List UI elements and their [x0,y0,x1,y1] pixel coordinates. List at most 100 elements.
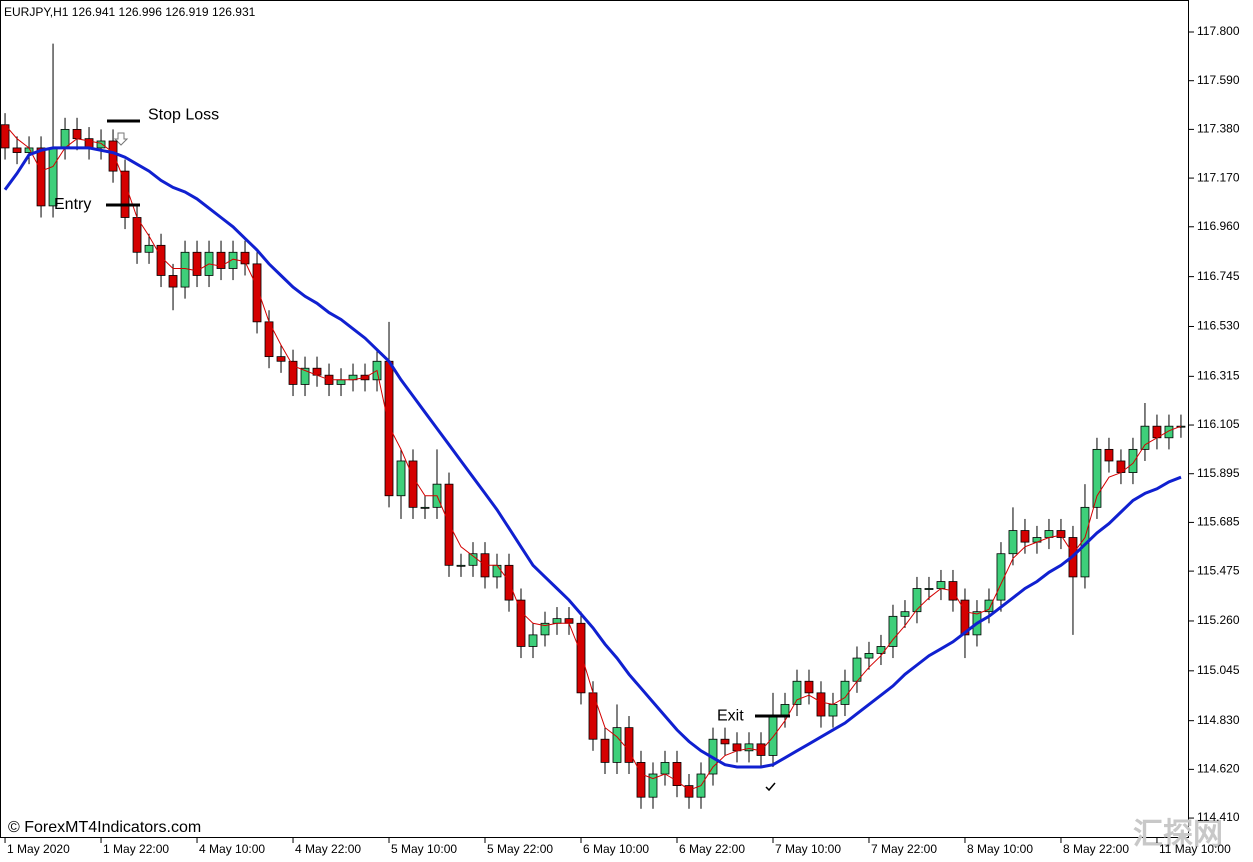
candle-body [396,460,406,497]
watermark: 汇探网 [1133,818,1223,851]
candle-body [564,618,574,624]
candle-body [336,379,346,385]
x-tick-label: 1 May 22:00 [103,842,169,856]
x-tick-label: 7 May 22:00 [871,842,937,856]
candle-body [192,251,202,276]
candle-body [156,244,166,276]
candle-body [1140,425,1150,450]
y-tick-label: 115.045 [1197,663,1240,677]
candle-body [720,738,730,745]
y-tick-label: 115.475 [1197,563,1240,577]
candle-body [1128,448,1138,473]
x-tick-label: 8 May 22:00 [1063,842,1129,856]
y-tick-label: 115.685 [1197,515,1240,529]
candle-body [840,680,850,705]
y-tick-label: 116.105 [1197,417,1240,431]
candle-body [996,553,1006,601]
candle-body [444,483,454,566]
y-tick-label: 116.745 [1197,269,1240,283]
candle-body [516,599,526,647]
candle-body [252,263,262,323]
candle-body [408,460,418,508]
candle-body [888,615,898,647]
candle-body [756,743,766,756]
moving-average [4,124,1182,791]
y-tick-label: 115.895 [1197,466,1240,480]
candle-body [36,147,46,207]
candle-body [456,564,466,567]
candle-body [12,147,22,153]
candle-body [552,618,562,624]
y-tick-label: 115.260 [1197,613,1240,627]
candle-body [780,704,790,717]
annotation-label: Entry [54,196,91,213]
candle-body [1044,530,1054,538]
candle-body [492,564,502,578]
candle-body [600,738,610,763]
candle-body [1164,425,1174,439]
candle-body [936,581,946,589]
candle-body [576,622,586,694]
candle-body [1008,530,1018,555]
candle-body [168,275,178,288]
candle-body [684,785,694,798]
candle-body [1020,530,1030,543]
moving-average [3,146,1182,769]
y-tick-label: 114.830 [1197,713,1240,727]
candle-body [144,244,154,253]
candle-body [960,599,970,636]
plot-frame [0,0,1189,838]
candle-body [1092,448,1102,508]
candle-body [108,140,118,172]
candle-body [900,611,910,617]
sell-arrow [113,132,129,146]
candle-body [540,622,550,636]
x-tick-label: 8 May 10:00 [967,842,1033,856]
candle-body [804,680,814,694]
candle-body [1104,448,1114,462]
candle-body [276,356,286,362]
x-tick-label: 11 May 10:00 [1159,842,1231,856]
candle-body [744,743,754,752]
candle-body [120,170,130,218]
annotation-label: Exit [717,707,744,724]
candle-body [660,762,670,775]
y-tick-label: 116.960 [1197,219,1240,233]
chart-title: EURJPY,H1 126.941 126.996 126.919 126.93… [4,5,256,19]
candle-body [912,588,922,613]
candle-body [636,762,646,798]
check-mark [765,782,776,792]
x-tick-label: 6 May 10:00 [583,842,649,856]
candle-body [300,367,310,385]
candle-body [384,360,394,497]
candle-body [420,506,430,509]
candle-body [240,251,250,265]
candle-body [672,762,682,786]
x-tick-label: 4 May 10:00 [199,842,265,856]
x-tick-label: 1 May 2020 [7,842,70,856]
candle-body [864,653,874,659]
footer: © ForexMT4Indicators.com [8,819,201,836]
candle-body [288,360,298,385]
x-tick-label: 5 May 10:00 [391,842,457,856]
y-tick-label: 117.380 [1197,122,1240,136]
y-tick-label: 114.410 [1197,810,1240,824]
candle-body [828,704,838,717]
candle-body [180,251,190,288]
y-tick-label: 117.590 [1197,73,1240,87]
x-tick-label: 7 May 10:00 [775,842,841,856]
candle-body [72,128,82,140]
candle-body [1056,530,1066,538]
x-tick-label: 4 May 22:00 [295,842,361,856]
candle-body [612,727,622,763]
candle-body [216,251,226,269]
candle-body [528,634,538,647]
y-tick-label: 117.170 [1197,170,1240,184]
annotation-label: Stop Loss [148,106,219,123]
candle-body [96,140,106,149]
y-tick-label: 117.800 [1197,24,1240,38]
candle-body [648,773,658,798]
candle-body [984,599,994,613]
candle-body [768,715,778,756]
